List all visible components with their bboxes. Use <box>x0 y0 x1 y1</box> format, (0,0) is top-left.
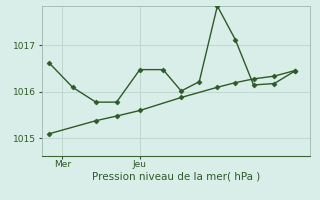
X-axis label: Pression niveau de la mer( hPa ): Pression niveau de la mer( hPa ) <box>92 172 260 182</box>
